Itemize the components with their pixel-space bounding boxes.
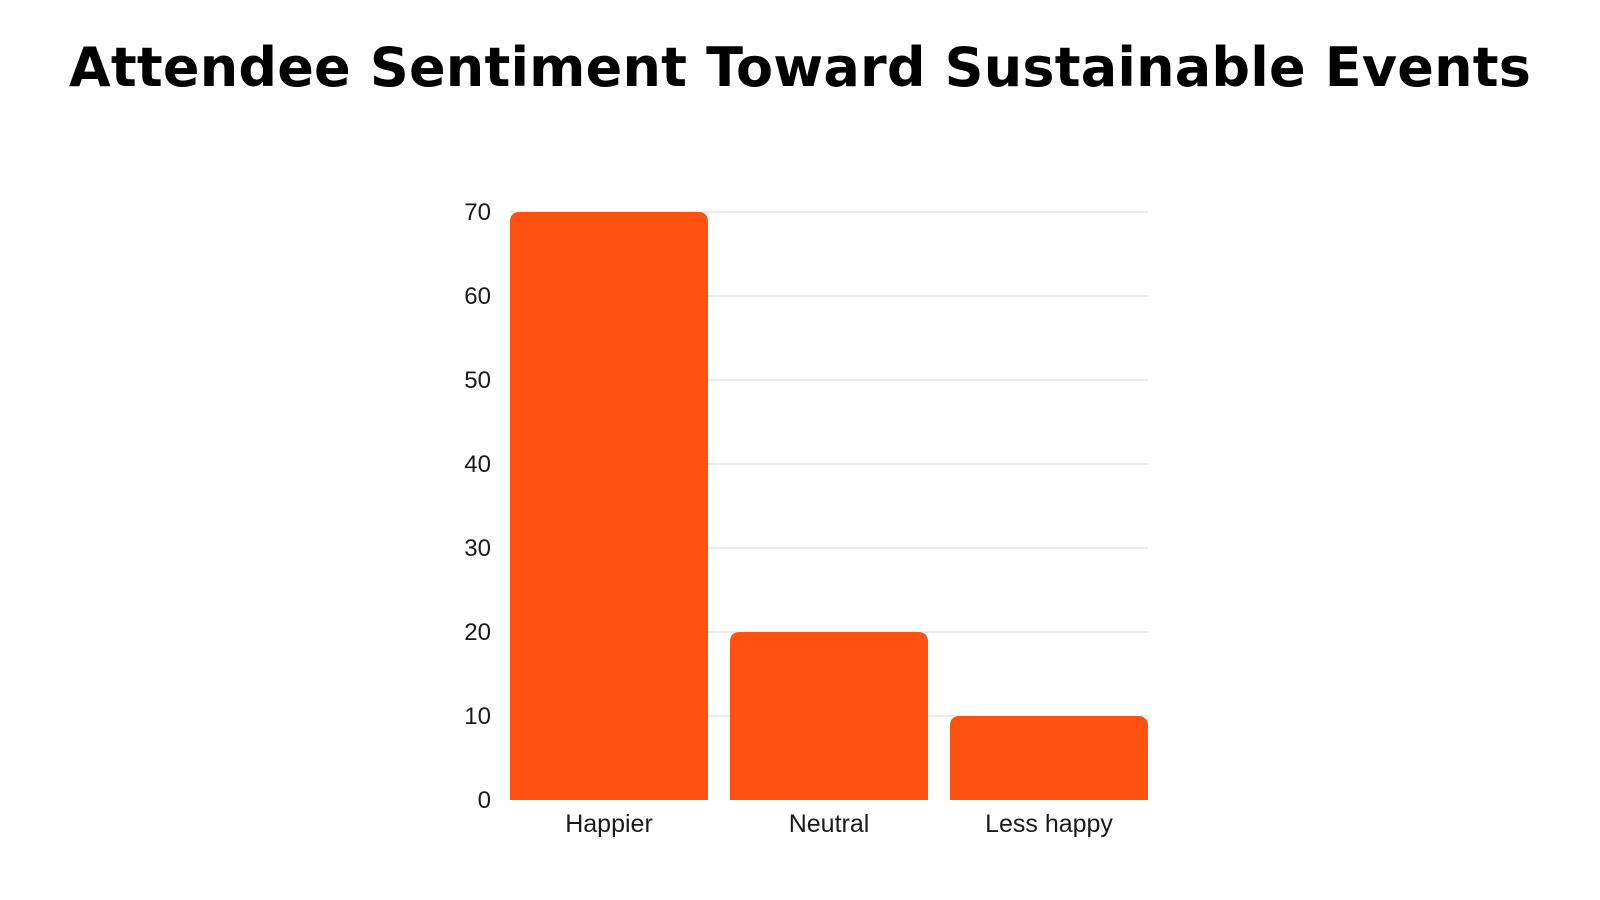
chart-title: Attendee Sentiment Toward Sustainable Ev…: [68, 36, 1532, 99]
x-tick-label: Less happy: [985, 810, 1113, 838]
y-tick-label: 50: [464, 367, 491, 394]
y-axis-ticks: 0 10 20 30 40 50 60 70: [464, 199, 491, 814]
y-tick-label: 60: [464, 283, 491, 310]
bars: [510, 212, 1148, 800]
y-tick-label: 70: [464, 199, 491, 226]
y-tick-label: 30: [464, 535, 491, 562]
y-tick-label: 0: [478, 787, 491, 814]
x-tick-label: Neutral: [789, 810, 870, 838]
bar-happier: [510, 212, 708, 800]
y-tick-label: 20: [464, 619, 491, 646]
bar-less-happy: [950, 716, 1148, 800]
y-tick-label: 10: [464, 703, 491, 730]
bar-neutral: [730, 632, 928, 800]
x-tick-label: Happier: [565, 810, 653, 838]
y-tick-label: 40: [464, 451, 491, 478]
x-axis-labels: Happier Neutral Less happy: [565, 810, 1113, 838]
